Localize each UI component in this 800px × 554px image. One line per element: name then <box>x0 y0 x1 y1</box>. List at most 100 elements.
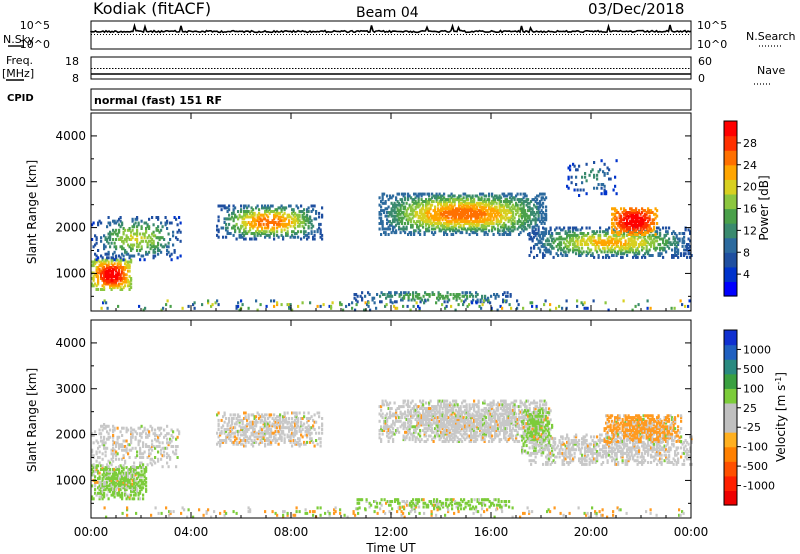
heatmap-cell <box>522 220 525 224</box>
heatmap-cell <box>303 415 306 419</box>
heatmap-cell <box>162 306 165 310</box>
heatmap-cell <box>125 250 128 254</box>
heatmap-cell <box>642 209 645 213</box>
heatmap-cell <box>593 232 596 235</box>
heatmap-cell <box>399 410 402 414</box>
heatmap-cell <box>443 211 446 214</box>
heatmap-cell <box>445 304 448 308</box>
heatmap-cell <box>407 192 410 196</box>
heatmap-cell <box>137 221 140 225</box>
heatmap-cell <box>127 264 130 268</box>
heatmap-cell <box>447 227 450 231</box>
heatmap-cell <box>404 423 407 427</box>
heatmap-cell <box>572 248 575 252</box>
heatmap-cell <box>303 215 306 219</box>
heatmap-cell <box>465 231 468 235</box>
heatmap-cell <box>492 222 495 225</box>
heatmap-cell <box>100 260 103 264</box>
heatmap-cell <box>393 304 396 308</box>
heatmap-cell <box>231 428 234 431</box>
heatmap-cell <box>689 244 692 248</box>
heatmap-cell <box>300 424 303 428</box>
heatmap-cell <box>531 237 534 241</box>
heatmap-cell <box>356 294 359 298</box>
heatmap-cell <box>537 233 540 237</box>
heatmap-cell <box>127 243 130 247</box>
heatmap-cell <box>405 212 408 216</box>
heatmap-cell <box>367 291 370 295</box>
noise-panel: 10^5 10^0 10^5 10^0 <box>20 19 727 51</box>
heatmap-cell <box>113 482 116 486</box>
heatmap-cell <box>116 266 119 269</box>
heatmap-cell <box>94 482 97 486</box>
heatmap-cell <box>273 413 276 417</box>
heatmap-cell <box>231 422 234 426</box>
heatmap-cell <box>399 216 402 220</box>
heatmap-cell <box>309 301 312 305</box>
heatmap-cell <box>447 194 450 198</box>
heatmap-cell <box>128 486 131 490</box>
heatmap-cell <box>636 252 639 256</box>
heatmap-cell <box>380 425 383 429</box>
heatmap-cell <box>686 243 689 246</box>
heatmap-cell <box>456 218 459 222</box>
heatmap-cell <box>244 411 247 415</box>
heatmap-cell <box>416 296 419 300</box>
heatmap-cell <box>564 250 567 254</box>
heatmap-cell <box>431 222 434 225</box>
heatmap-cell <box>407 218 410 222</box>
heatmap-cell <box>104 252 107 256</box>
heatmap-cell <box>570 175 573 179</box>
heatmap-cell <box>413 229 416 233</box>
heatmap-cell <box>436 296 439 300</box>
heatmap-cell <box>512 212 515 216</box>
heatmap-cell <box>462 225 465 229</box>
heatmap-cell <box>94 484 97 488</box>
heatmap-cell <box>633 223 636 227</box>
heatmap-cell <box>297 219 300 223</box>
heatmap-cell <box>459 223 462 227</box>
heatmap-cell <box>258 232 261 235</box>
heatmap-cell <box>438 211 441 214</box>
heatmap-cell <box>131 482 134 486</box>
heatmap-cell <box>512 211 515 214</box>
heatmap-cell <box>573 241 576 245</box>
heatmap-cell <box>134 484 137 488</box>
heatmap-cell <box>143 482 146 486</box>
heatmap-cell <box>647 216 650 220</box>
heatmap-cell <box>169 221 172 225</box>
heatmap-cell <box>419 216 422 220</box>
heatmap-cell <box>450 227 453 231</box>
heatmap-cell <box>404 196 407 200</box>
heatmap-cell <box>498 207 501 211</box>
heatmap-cell <box>453 200 456 203</box>
heatmap-cell <box>127 236 130 240</box>
heatmap-cell <box>134 471 137 475</box>
heatmap-cell <box>683 254 686 257</box>
heatmap-cell <box>401 192 404 196</box>
heatmap-cell <box>470 227 473 231</box>
heatmap-cell <box>106 275 109 279</box>
heatmap-cell <box>557 237 560 241</box>
heatmap-cell <box>127 495 130 499</box>
heatmap-cell <box>277 442 280 446</box>
heatmap-cell <box>235 442 238 446</box>
heatmap-cell <box>531 211 534 214</box>
heatmap-cell <box>647 250 650 254</box>
heatmap-cell <box>624 222 627 225</box>
heatmap-cell <box>593 243 596 246</box>
heatmap-cell <box>104 466 107 470</box>
heatmap-cell <box>291 211 294 215</box>
heatmap-cell <box>119 475 122 479</box>
heatmap-cell <box>292 217 295 221</box>
heatmap-cell <box>440 203 443 207</box>
heatmap-cell <box>125 439 128 443</box>
heatmap-cell <box>384 414 387 418</box>
heatmap-cell <box>407 294 410 298</box>
heatmap-cell <box>225 217 228 221</box>
heatmap-cell <box>279 215 282 219</box>
heatmap-cell <box>253 213 256 217</box>
heatmap-cell <box>581 232 584 235</box>
heatmap-cell <box>471 200 474 203</box>
heatmap-cell <box>292 431 295 435</box>
